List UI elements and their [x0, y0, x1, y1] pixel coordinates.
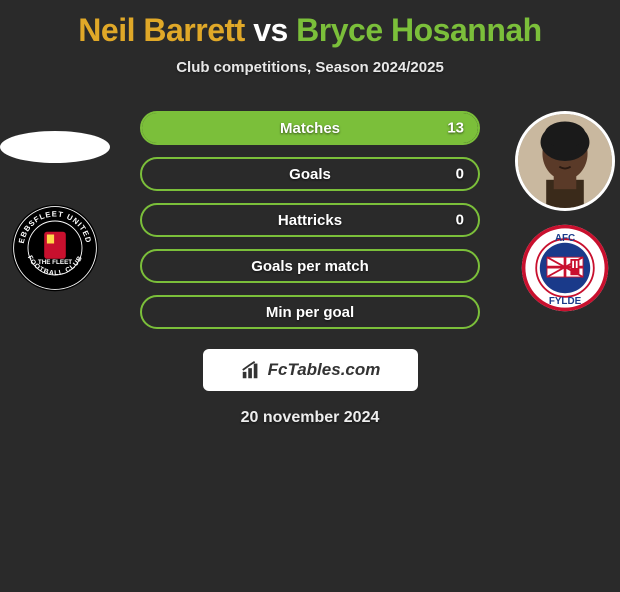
right-column: AFC FYLDE: [510, 111, 620, 313]
stat-bar: Goals per match: [140, 249, 480, 283]
player1-photo: [0, 131, 110, 163]
stat-label: Matches: [280, 120, 340, 137]
stat-label: Goals per match: [251, 258, 369, 275]
player2-club-badge: AFC FYLDE: [520, 223, 610, 313]
left-column: EBBSFLEET UNITED FOOTBALL CLUB THE FLEET: [0, 111, 110, 293]
stat-bar: Goals 0: [140, 157, 480, 191]
player2-photo: [515, 111, 615, 211]
content-area: EBBSFLEET UNITED FOOTBALL CLUB THE FLEET: [0, 111, 620, 427]
player2-portrait-icon: [518, 114, 612, 208]
footer-date: 20 november 2024: [0, 409, 620, 427]
stat-value-right: 0: [456, 166, 464, 183]
svg-text:AFC: AFC: [555, 233, 575, 244]
stat-bar: Min per goal: [140, 295, 480, 329]
svg-text:THE FLEET: THE FLEET: [38, 259, 72, 266]
stat-label: Min per goal: [266, 304, 354, 321]
player2-name: Bryce Hosannah: [296, 12, 542, 48]
stat-bar: Hattricks 0: [140, 203, 480, 237]
fylde-badge-icon: AFC FYLDE: [520, 223, 610, 313]
watermark: FcTables.com: [203, 349, 418, 391]
svg-text:FYLDE: FYLDE: [549, 296, 582, 307]
player1-name: Neil Barrett: [78, 12, 245, 48]
stats-list: Matches 13 Goals 0 Hattricks 0 Goals per match…: [140, 111, 480, 329]
stat-bar: Matches 13: [140, 111, 480, 145]
ebbsfleet-badge-icon: EBBSFLEET UNITED FOOTBALL CLUB THE FLEET: [10, 203, 100, 293]
chart-icon: [240, 359, 262, 381]
stat-label: Goals: [289, 166, 331, 183]
comparison-title: Neil Barrett vs Bryce Hosannah: [0, 12, 620, 49]
stat-value-right: 0: [456, 212, 464, 229]
stat-label: Hattricks: [278, 212, 342, 229]
subtitle: Club competitions, Season 2024/2025: [0, 59, 620, 76]
vs-text: vs: [253, 12, 288, 48]
stat-value-right: 13: [447, 120, 464, 137]
watermark-text: FcTables.com: [268, 360, 381, 380]
player1-club-badge: EBBSFLEET UNITED FOOTBALL CLUB THE FLEET: [10, 203, 100, 293]
